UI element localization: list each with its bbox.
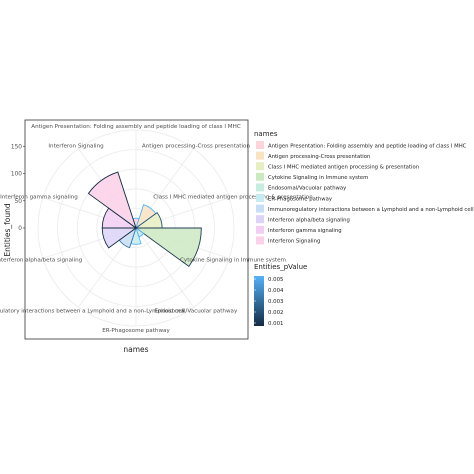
category-label-7: Interferon alpha/beta signaling <box>0 258 83 264</box>
x-axis-title: names <box>123 345 148 354</box>
fill-legend-title: names <box>254 130 278 138</box>
legend-label-5: ER-Phagosome pathway <box>268 196 332 202</box>
legend-key-7 <box>256 215 264 224</box>
category-label-8: Interferon gamma signaling <box>0 194 78 200</box>
bar-3 <box>134 227 202 268</box>
y-axis-title: Entities_found <box>3 203 12 257</box>
color-legend-title: Entities_pValue <box>254 263 307 271</box>
legend-label-2: Class I MHC mediated antigen processing … <box>268 165 419 171</box>
legend-key-9 <box>256 236 264 245</box>
fill-legend: Antigen Presentation: Folding assembly a… <box>256 141 474 245</box>
color-legend-bar <box>254 276 264 326</box>
legend-key-5 <box>256 194 264 202</box>
color-legend-label-4: 0.001 <box>268 321 283 327</box>
legend-label-9: Interferon Signaling <box>268 239 320 245</box>
color-legend-label-1: 0.004 <box>268 288 284 294</box>
bar-9 <box>87 171 137 230</box>
legend-label-1: Antigen processing-Cross presentation <box>268 154 370 160</box>
category-label-9: Interferon Signaling <box>48 143 104 149</box>
grid-spoke-4 <box>135 227 194 308</box>
color-legend-ticks: 0.005 0.004 0.003 0.002 0.001 <box>254 277 284 327</box>
polar-grid <box>37 129 235 327</box>
legend-key-1 <box>256 151 264 160</box>
bars <box>87 171 202 268</box>
legend-label-4: Endosomal/Vacuolar pathway <box>268 186 346 192</box>
category-label-5: ER-Phagosome pathway <box>102 328 170 334</box>
legend-label-0: Antigen Presentation: Folding assembly a… <box>268 143 467 149</box>
legend-key-8 <box>256 225 264 234</box>
legend-key-2 <box>256 162 264 171</box>
legend-label-8: Interferon gamma signaling <box>268 228 342 234</box>
color-legend-label-2: 0.003 <box>268 299 283 305</box>
color-legend-label-0: 0.005 <box>268 277 283 283</box>
legend-key-0 <box>256 141 264 149</box>
legend-label-6: Immunoregulatory interactions between a … <box>268 207 474 213</box>
y-tick-label-3: 150 <box>11 144 22 150</box>
legend-label-7: Interferon alpha/beta signaling <box>268 218 350 224</box>
category-label-2: Class I MHC mediated antigen processing … <box>153 194 313 200</box>
category-label-6: Immunoregulatory interactions between a … <box>0 309 185 315</box>
category-label-1: Antigen processing-Cross presentation <box>142 143 251 149</box>
category-labels: Antigen Presentation: Folding assembly a… <box>0 124 313 334</box>
y-tick-label-0: 0 <box>18 226 22 232</box>
y-tick-label-1: 50 <box>15 199 23 205</box>
category-label-4: Endosomal/Vacuolar pathway <box>155 309 238 315</box>
legend-key-4 <box>256 183 264 192</box>
color-legend-label-3: 0.002 <box>268 310 283 316</box>
y-tick-label-2: 100 <box>11 172 22 178</box>
legend-label-3: Cytokine Signaling in Immune system <box>268 175 368 181</box>
category-label-0: Antigen Presentation: Folding assembly a… <box>31 124 241 130</box>
y-axis-ticks: 0 50 100 150 <box>11 144 25 232</box>
legend-key-3 <box>256 172 264 181</box>
category-label-3: Cytokine Signaling in Immune system <box>180 258 286 264</box>
legend-key-6 <box>256 204 264 213</box>
